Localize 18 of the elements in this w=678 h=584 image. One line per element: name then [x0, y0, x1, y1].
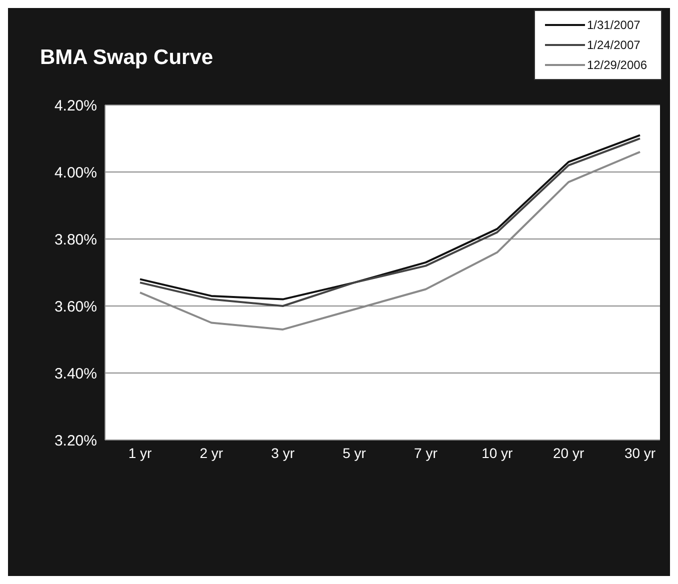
x-tick-label: 1 yr [128, 444, 152, 461]
y-tick-label: 3.80% [54, 231, 97, 248]
chart-title: BMA Swap Curve [40, 46, 214, 70]
y-tick-label: 3.20% [54, 432, 97, 450]
x-tick-label: 2 yr [200, 444, 224, 461]
y-tick-label: 3.40% [54, 365, 97, 382]
y-tick-label: 4.20% [54, 97, 97, 114]
legend-label: 12/29/2006 [586, 58, 647, 72]
x-tick-label: 10 yr [482, 444, 514, 461]
y-tick-label: 3.60% [54, 298, 97, 316]
legend-label: 1/31/2007 [586, 18, 640, 32]
x-tick-label: 7 yr [414, 444, 438, 461]
y-tick-label: 4.00% [54, 164, 97, 182]
x-tick-label: 30 yr [624, 444, 656, 461]
x-tick-label: 20 yr [553, 444, 584, 461]
x-tick-label: 3 yr [271, 444, 295, 461]
legend-label: 1/24/2007 [586, 38, 640, 52]
x-tick-label: 5 yr [342, 444, 366, 461]
